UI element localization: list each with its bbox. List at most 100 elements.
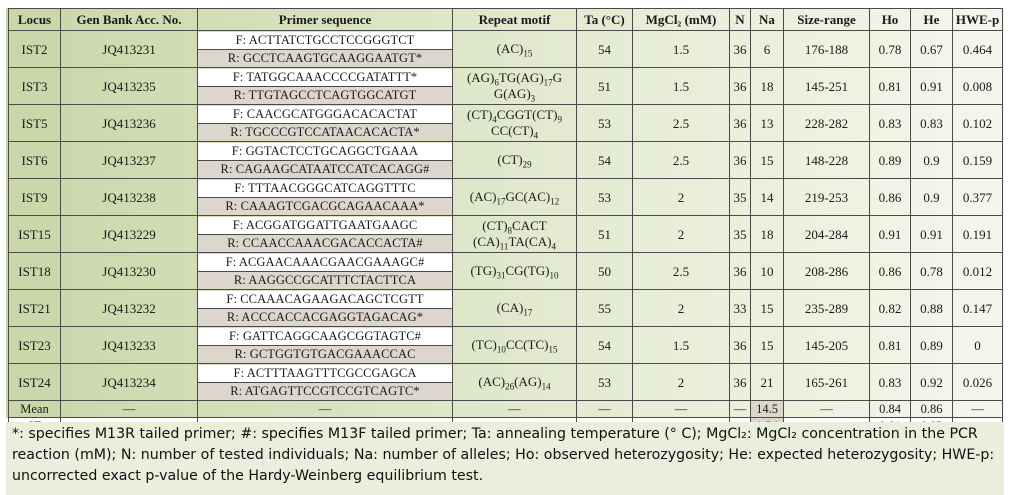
motif-segment: (CT) bbox=[467, 107, 493, 122]
table-panel: Locus Gen Bank Acc. No. Primer sequence … bbox=[6, 8, 1004, 435]
motif-line: G(AG)3 bbox=[453, 86, 576, 103]
forward-primer: F: TTTAACGGGCATCAGGTTTC bbox=[198, 179, 452, 198]
primer-cell: F: GATTCAGGCAAGCGGTAGTC# R: GCTGGTGTGACGA… bbox=[197, 326, 453, 364]
mean-label: Mean bbox=[8, 400, 61, 418]
mean-acc: — bbox=[60, 400, 198, 418]
table-row: IST23 JQ413233 F: GATTCAGGCAAGCGGTAGTC# R: … bbox=[8, 326, 1003, 364]
mean-primer: — bbox=[197, 400, 453, 418]
motif-segment: TG(AG) bbox=[498, 70, 544, 85]
motif-repeat-count: 4 bbox=[533, 130, 539, 141]
reverse-primer: R: TGCCCGTCCATAACACACTA* bbox=[198, 123, 452, 141]
reverse-primer: R: GCCTCAAGTGCAAGGAATGT* bbox=[198, 49, 452, 67]
motif-line: (CA)11TA(CA)4 bbox=[453, 234, 576, 252]
ta-cell: 54 bbox=[576, 141, 633, 179]
ta-cell: 53 bbox=[576, 178, 633, 216]
na-cell: 6 bbox=[750, 30, 784, 68]
size-range-cell: 145-205 bbox=[783, 326, 870, 364]
mean-motif: — bbox=[452, 400, 577, 418]
header-mgcl2: MgCl₂ (mM) bbox=[632, 8, 730, 31]
primer-cell: F: TATGGCAAACCCCGATATTT* R: TTGTAGCCTCAGT… bbox=[197, 67, 453, 105]
mgcl2-cell: 1.5 bbox=[632, 67, 730, 105]
ho-cell: 0.81 bbox=[869, 326, 911, 364]
locus-cell: IST24 bbox=[8, 363, 61, 401]
table-row: IST3 JQ413235 F: TATGGCAAACCCCGATATTT* R: T… bbox=[8, 67, 1003, 105]
ho-cell: 0.83 bbox=[869, 363, 911, 401]
motif-segment: TA(CA) bbox=[508, 234, 552, 249]
size-range-cell: 228-282 bbox=[783, 104, 870, 142]
motif-repeat-count: 14 bbox=[541, 381, 551, 392]
motif-line: (CT)8CACT bbox=[453, 218, 576, 235]
motif-line: (CT)29 bbox=[453, 152, 576, 169]
mean-na: 14.5 bbox=[750, 400, 784, 418]
he-cell: 0.91 bbox=[910, 67, 953, 105]
locus-cell: IST5 bbox=[8, 104, 61, 142]
ho-cell: 0.81 bbox=[869, 67, 911, 105]
reverse-primer: R: CAGAAGCATAATCCATCACAGG# bbox=[198, 160, 452, 178]
size-range-cell: 176-188 bbox=[783, 30, 870, 68]
n-cell: 36 bbox=[729, 30, 751, 68]
reverse-primer: R: AAGGCCGCATTTCTACTTCA bbox=[198, 271, 452, 289]
locus-cell: IST3 bbox=[8, 67, 61, 105]
microsatellite-table: Locus Gen Bank Acc. No. Primer sequence … bbox=[8, 8, 1003, 435]
table-row: IST24 JQ413234 F: ACTTTAAGTTTCGCCGAGCA R: A… bbox=[8, 363, 1003, 401]
table-row: IST2 JQ413231 F: ACTTATCTGCCTCCGGGTCT R: GC… bbox=[8, 30, 1003, 68]
primer-cell: F: ACGGATGGATTGAATGAAGC R: CCAACCAAACGACA… bbox=[197, 215, 453, 253]
table-body: IST2 JQ413231 F: ACTTATCTGCCTCCGGGTCT R: GC… bbox=[8, 30, 1003, 435]
he-cell: 0.9 bbox=[910, 178, 953, 216]
motif-segment: (AC) bbox=[478, 374, 506, 389]
motif-segment: CC(CT) bbox=[490, 123, 534, 138]
motif-repeat-count: 11 bbox=[499, 241, 509, 252]
forward-primer: F: CAACGCATGGGACACACTAT bbox=[198, 105, 452, 124]
ho-cell: 0.86 bbox=[869, 252, 911, 290]
n-cell: 36 bbox=[729, 252, 751, 290]
he-cell: 0.78 bbox=[910, 252, 953, 290]
locus-cell: IST23 bbox=[8, 326, 61, 364]
reverse-primer: R: ACCCACCACGAGGTAGACAG* bbox=[198, 308, 452, 326]
repeat-motif-cell: (AC)15 bbox=[452, 30, 577, 68]
caption-text: *: specifies M13R tailed primer; #: spec… bbox=[12, 426, 995, 484]
reverse-primer: R: CAAAGTCGACGCAGAACAAA* bbox=[198, 197, 452, 215]
table-caption: *: specifies M13R tailed primer; #: spec… bbox=[6, 422, 1004, 495]
ho-cell: 0.78 bbox=[869, 30, 911, 68]
na-cell: 21 bbox=[750, 363, 784, 401]
motif-segment: (CA) bbox=[496, 300, 524, 315]
ho-cell: 0.82 bbox=[869, 289, 911, 327]
mgcl2-cell: 2.5 bbox=[632, 252, 730, 290]
mgcl2-cell: 2 bbox=[632, 215, 730, 253]
genbank-cell: JQ413234 bbox=[60, 363, 198, 401]
ho-cell: 0.91 bbox=[869, 215, 911, 253]
locus-cell: IST18 bbox=[8, 252, 61, 290]
motif-line: (TC)10CC(TC)15 bbox=[453, 337, 576, 355]
ta-cell: 50 bbox=[576, 252, 633, 290]
motif-repeat-count: 4 bbox=[551, 241, 556, 252]
motif-segment: (CT) bbox=[482, 218, 508, 233]
genbank-cell: JQ413232 bbox=[60, 289, 198, 327]
na-cell: 14 bbox=[750, 178, 784, 216]
na-cell: 18 bbox=[750, 215, 784, 253]
repeat-motif-cell: (CT)8CACT (CA)11TA(CA)4 bbox=[452, 215, 577, 253]
genbank-cell: JQ413229 bbox=[60, 215, 198, 253]
locus-cell: IST15 bbox=[8, 215, 61, 253]
size-range-cell: 145-251 bbox=[783, 67, 870, 105]
locus-cell: IST6 bbox=[8, 141, 61, 179]
motif-repeat-count: 17 bbox=[496, 196, 506, 207]
motif-segment: CGGT(CT) bbox=[496, 107, 558, 122]
motif-repeat-count: 15 bbox=[548, 344, 558, 355]
genbank-cell: JQ413235 bbox=[60, 67, 198, 105]
mean-ho: 0.84 bbox=[869, 400, 911, 418]
motif-segment: (AC) bbox=[496, 41, 524, 56]
forward-primer: F: GATTCAGGCAAGCGGTAGTC# bbox=[198, 327, 452, 346]
repeat-motif-cell: (AC)17GC(AC)12 bbox=[452, 178, 577, 216]
size-range-cell: 219-253 bbox=[783, 178, 870, 216]
motif-repeat-count: 4 bbox=[492, 114, 497, 125]
ta-cell: 55 bbox=[576, 289, 633, 327]
ta-cell: 51 bbox=[576, 67, 633, 105]
genbank-cell: JQ413237 bbox=[60, 141, 198, 179]
ta-cell: 54 bbox=[576, 30, 633, 68]
motif-line: (CT)4CGGT(CT)9 bbox=[453, 107, 576, 125]
forward-primer: F: ACTTTAAGTTTCGCCGAGCA bbox=[198, 364, 452, 383]
repeat-motif-cell: (CT)29 bbox=[452, 141, 577, 179]
table-row: IST18 JQ413230 F: ACGAACAAACGAACGAAAGC# R: … bbox=[8, 252, 1003, 290]
motif-line: (AC)26(AG)14 bbox=[453, 374, 576, 392]
motif-line: CC(CT)4 bbox=[453, 123, 576, 141]
